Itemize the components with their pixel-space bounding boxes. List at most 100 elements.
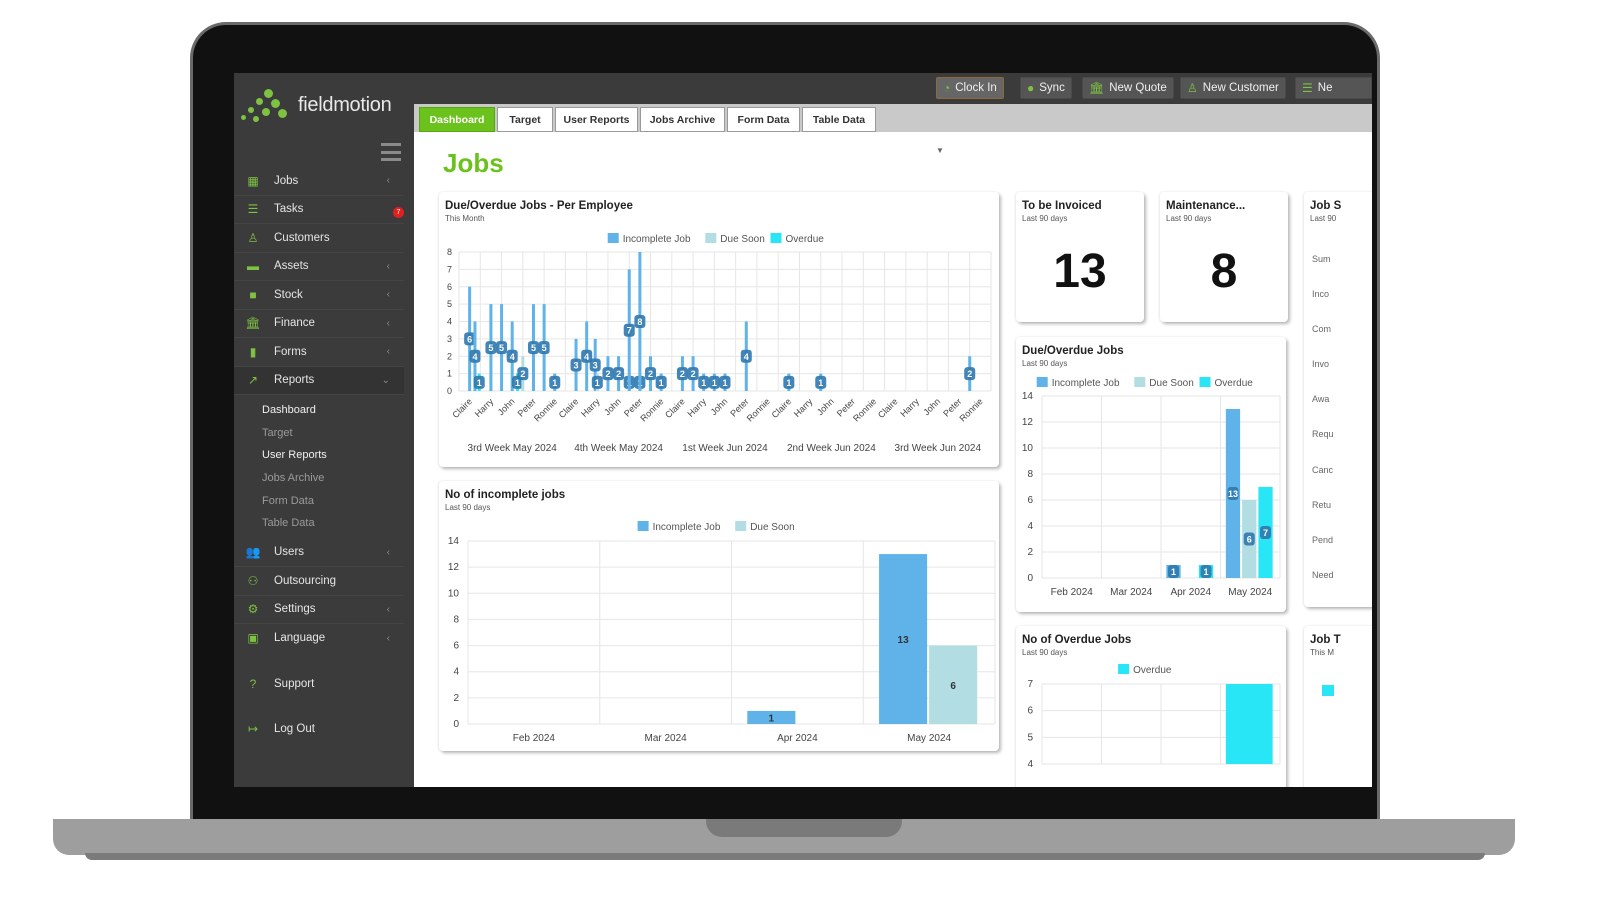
data-label: 5 <box>531 343 536 353</box>
sidebar-item-support[interactable]: ? Support <box>234 670 404 699</box>
y-tick-label: 0 <box>453 719 459 730</box>
sidebar-item-logout[interactable]: ↦ Log Out <box>234 715 404 744</box>
tab-user-reports[interactable]: User Reports <box>555 107 638 132</box>
sidebar-item-tasks[interactable]: ☰ Tasks 7 <box>234 196 404 224</box>
subnav-target[interactable]: Target <box>262 426 293 439</box>
sidebar-item-forms[interactable]: ▮ Forms ‹ <box>234 338 404 367</box>
boxes-icon: ■ <box>249 287 257 302</box>
legend-label: Overdue <box>1215 378 1254 389</box>
y-tick-label: 7 <box>447 264 452 274</box>
subnav-table-data[interactable]: Table Data <box>262 517 315 530</box>
subnav-jobs-archive[interactable]: Jobs Archive <box>262 472 325 485</box>
data-label: 2 <box>648 369 653 379</box>
question-icon: ? <box>249 676 257 691</box>
data-label: 8 <box>637 317 642 327</box>
user-icon: ♙ <box>1187 81 1198 95</box>
list-item: Canc <box>1312 465 1334 475</box>
sync-button[interactable]: ● Sync <box>1020 77 1072 99</box>
tab-jobs-archive[interactable]: Jobs Archive <box>640 107 725 132</box>
subnav-dashboard[interactable]: Dashboard <box>262 404 316 417</box>
sidebar-item-jobs[interactable]: ▦ Jobs ‹ <box>234 167 404 196</box>
tab-form-data[interactable]: Form Data <box>727 107 800 132</box>
kpi-value: 13 <box>1053 245 1107 298</box>
sidebar-item-finance[interactable]: 🏛 Finance ‹ <box>234 310 404 338</box>
sidebar-item-reports[interactable]: ↗ Reports ⌄ <box>234 366 404 395</box>
list-item: Inco <box>1312 289 1330 299</box>
x-tick-label: Feb 2024 <box>513 733 556 744</box>
clipboard-icon: ▮ <box>249 344 257 359</box>
clock-in-button[interactable]: ◔ Clock In <box>936 77 1004 99</box>
card-title: Due/Overdue Jobs - Per Employee <box>445 200 633 212</box>
new-customer-button[interactable]: ♙ New Customer <box>1180 77 1286 99</box>
y-tick-label: 6 <box>447 282 452 292</box>
tab-target[interactable]: Target <box>497 107 553 132</box>
card-to-be-invoiced[interactable]: To be Invoiced Last 90 days 13 <box>1016 192 1144 322</box>
brand-logo[interactable]: fieldmotion <box>240 85 392 125</box>
x-tick-label: Apr 2024 <box>1170 587 1211 598</box>
data-label-bg <box>591 375 603 389</box>
sidebar-item-customers[interactable]: ♙ Customers <box>234 224 404 253</box>
card-maintenance[interactable]: Maintenance... Last 90 days 8 <box>1160 192 1288 322</box>
x-tick-label: Ronnie <box>851 396 878 423</box>
new-quote-button[interactable]: 🏛 New Quote <box>1082 77 1174 99</box>
card-subtitle: Last 90 days <box>1022 359 1068 368</box>
x-tick-label: Claire <box>876 396 900 420</box>
subnav-form-data[interactable]: Form Data <box>262 494 314 507</box>
x-tick-label: Ronnie <box>745 396 772 423</box>
legend-swatch <box>770 233 782 243</box>
data-label: 3 <box>593 360 598 370</box>
data-label-bg <box>1167 565 1179 578</box>
data-label-bg <box>645 367 657 381</box>
chevron-left-icon: ‹ <box>386 317 390 329</box>
incomplete-jobs-chart: Incomplete Job Due Soon 0 2 4 6 8 10 12 14 Feb 202… <box>448 521 996 744</box>
sidebar-item-users[interactable]: 👥 Users ‹ <box>234 539 404 568</box>
data-label: 2 <box>967 369 972 379</box>
data-label-bg <box>517 367 529 381</box>
sidebar-item-settings[interactable]: ⚙ Settings ‹ <box>234 596 404 625</box>
data-label-bg <box>464 332 476 346</box>
data-label-bg <box>655 375 667 389</box>
task-list-icon: ☰ <box>1302 81 1313 95</box>
data-label: 1 <box>712 378 717 388</box>
legend-swatch <box>705 233 717 243</box>
y-tick-label: 10 <box>448 588 460 599</box>
data-label: 4 <box>510 352 515 362</box>
sidebar-item-stock[interactable]: ■ Stock ‹ <box>234 281 404 310</box>
sidebar-item-language[interactable]: ▣ Language ‹ <box>234 624 404 653</box>
tab-dashboard[interactable]: Dashboard <box>419 107 495 132</box>
data-label: 5 <box>488 343 493 353</box>
sidebar-item-assets[interactable]: ▬ Assets ‹ <box>234 253 404 281</box>
data-label-bg <box>1227 487 1239 500</box>
language-icon: ▣ <box>247 631 259 646</box>
x-tick-label: Ronnie <box>638 396 665 423</box>
group-label: 1st Week Jun 2024 <box>682 443 768 454</box>
list-item: Requ <box>1312 429 1334 439</box>
bank-icon: 🏛 <box>245 316 261 331</box>
x-tick-label: John <box>815 396 836 417</box>
list-item: Need <box>1312 570 1334 580</box>
calendar-icon: ▦ <box>247 173 259 188</box>
y-tick-label: 8 <box>453 614 459 625</box>
tab-table-data[interactable]: Table Data <box>802 107 876 132</box>
card-title: Job T <box>1310 634 1341 646</box>
dropdown-caret-icon[interactable]: ▼ <box>936 146 944 155</box>
data-label-bg <box>815 375 827 389</box>
y-tick-label: 14 <box>1022 391 1034 402</box>
y-tick-label: 3 <box>447 334 452 344</box>
sidebar-nav: ▦ Jobs ‹ ☰ Tasks 7 ♙ Customers ▬ Assets ‹ ■ Stoc… <box>234 167 404 744</box>
x-tick-label: Ronnie <box>958 396 985 423</box>
sidebar-item-outsourcing[interactable]: ⚇ Outsourcing <box>234 567 404 596</box>
top-toolbar: ◔ Clock In ● Sync 🏛 New Quote ♙ New Customer… <box>424 73 1372 104</box>
data-label: 7 <box>1263 528 1268 538</box>
hamburger-menu-icon[interactable] <box>381 143 401 161</box>
data-label: 2 <box>680 369 685 379</box>
line-chart-icon: ↗ <box>247 373 259 388</box>
subnav-user-reports[interactable]: User Reports <box>262 449 327 462</box>
new-task-button[interactable]: ☰ Ne <box>1295 77 1372 99</box>
data-label: 1 <box>786 378 791 388</box>
data-label: 6 <box>1247 535 1252 545</box>
data-label: 1 <box>769 713 775 724</box>
data-label-bg <box>698 375 710 389</box>
sync-icon: ● <box>1027 81 1035 95</box>
data-label-bg <box>527 341 539 355</box>
